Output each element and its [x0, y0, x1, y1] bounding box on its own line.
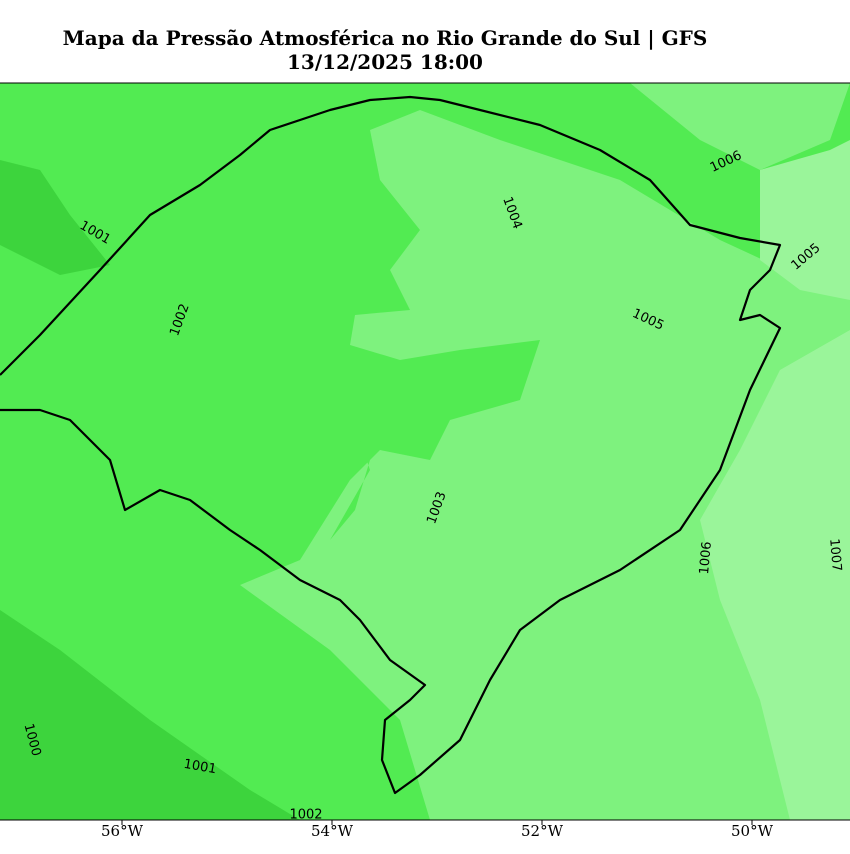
- contour-label: 1001: [182, 757, 217, 778]
- title: Mapa da Pressão Atmosférica no Rio Grand…: [63, 26, 708, 50]
- date: 13/12/2025 18:00: [287, 50, 483, 74]
- x-tick-label: 52°W: [521, 822, 564, 840]
- pressure-field: [0, 83, 850, 820]
- x-tick-label: 56°W: [101, 822, 144, 840]
- x-tick-label: 54°W: [311, 822, 354, 840]
- contour-label: 1007: [826, 538, 844, 572]
- x-tick-label: 50°W: [731, 822, 774, 840]
- contour-label: 1002: [289, 808, 322, 823]
- contour-label: 1006: [697, 541, 715, 575]
